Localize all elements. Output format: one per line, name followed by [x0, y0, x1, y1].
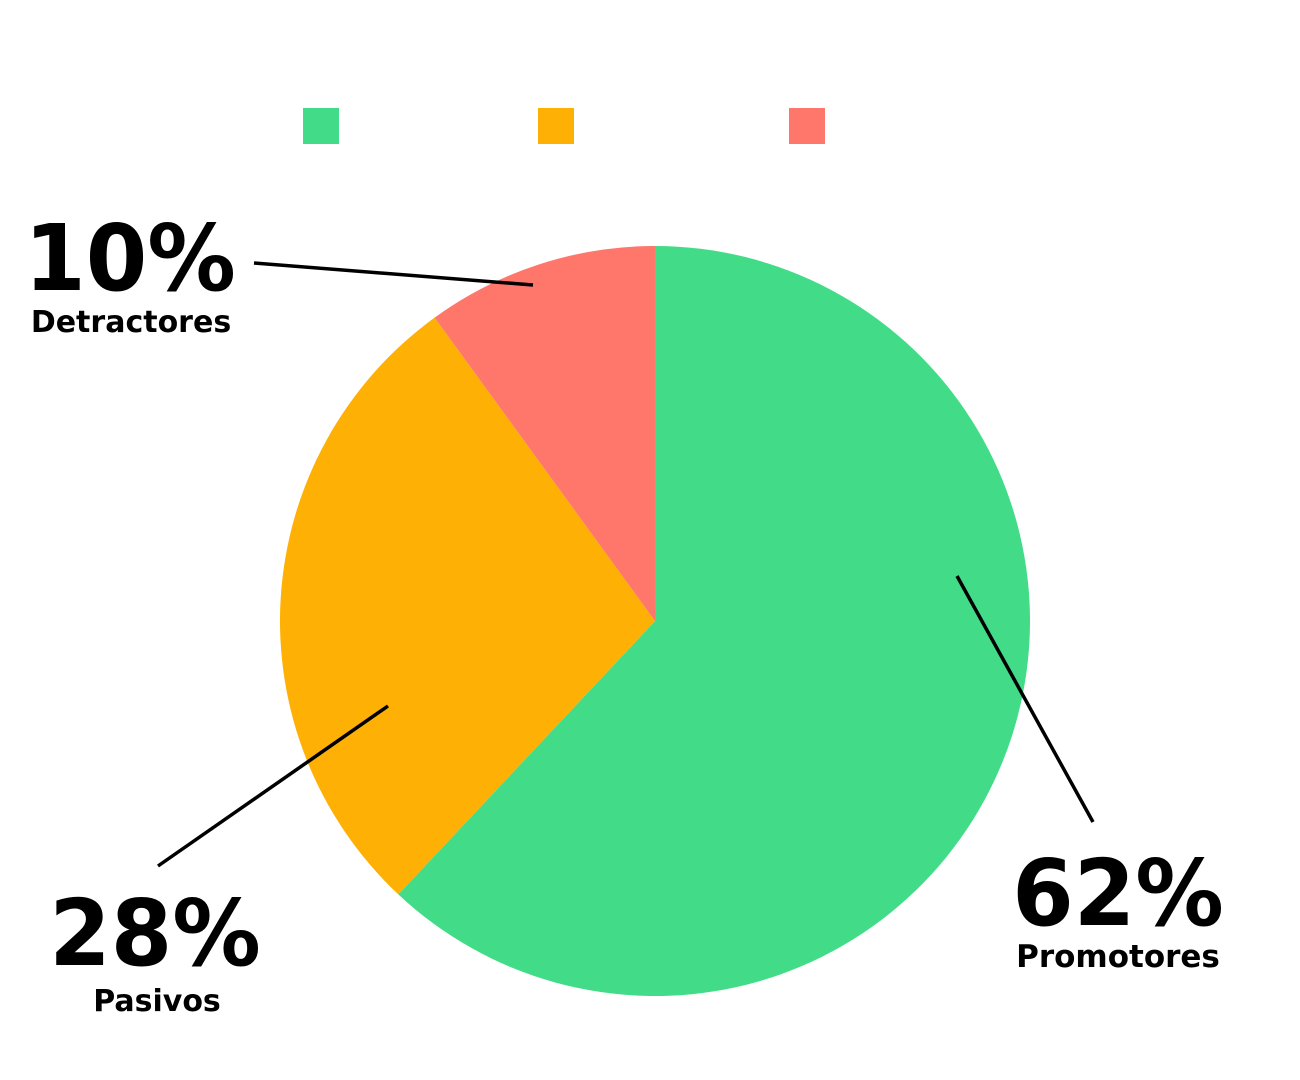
pie-slice-promotores — [398, 246, 1030, 997]
data-label-percent-pasivos: 28% — [49, 880, 261, 987]
legend-swatch-pasivos — [538, 108, 574, 144]
legend-swatch-detractores — [789, 108, 825, 144]
legend-swatch-promotores — [303, 108, 339, 144]
leader-lines — [157, 261, 1095, 868]
chart-legend — [303, 108, 825, 144]
pie-slices — [279, 246, 1030, 997]
pie-slice-pasivos — [279, 317, 655, 895]
data-label-percent-detractores: 10% — [24, 205, 236, 312]
leader-line-promotores — [955, 575, 1095, 823]
data-label-name-detractores: Detractores — [31, 305, 231, 340]
data-label-name-pasivos: Pasivos — [93, 984, 221, 1019]
pie-slice-detractores — [434, 246, 655, 621]
leader-line-pasivos — [157, 704, 389, 868]
leader-line-detractores — [253, 261, 534, 287]
data-label-percent-promotores: 62% — [1012, 840, 1224, 947]
data-labels: 62%Promotores 28%Pasivos 10%Detractores — [24, 205, 1224, 1019]
data-label-name-promotores: Promotores — [1016, 939, 1220, 975]
